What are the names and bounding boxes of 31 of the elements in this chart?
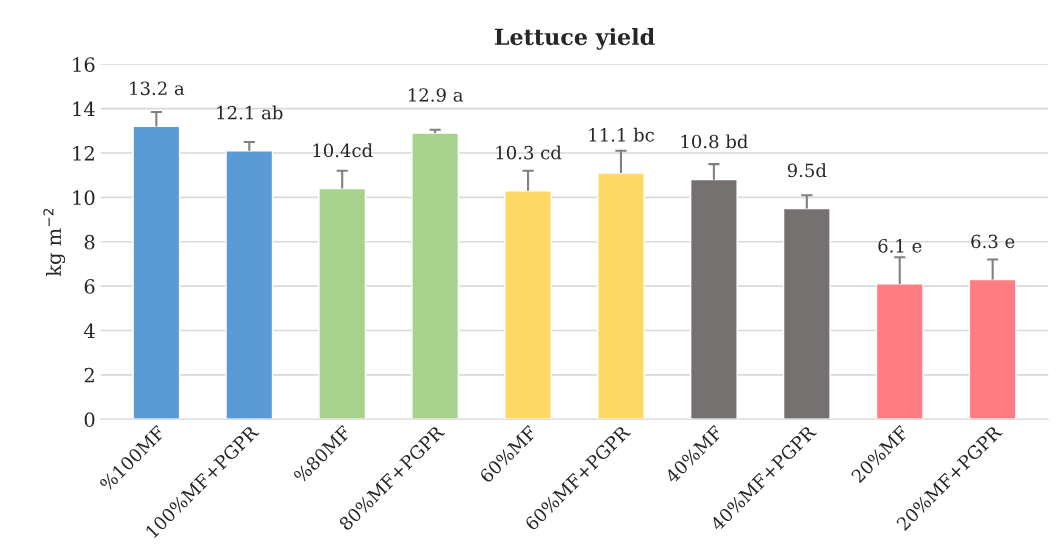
y-tick-label: 2	[84, 367, 94, 383]
chart-title: Lettuce yield	[494, 27, 655, 50]
data-label: 6.1 e	[878, 238, 922, 253]
y-axis-title: kg m$^{−2}$	[43, 208, 66, 277]
y-tick-label: 16	[73, 57, 95, 72]
y-tick-label: 14	[73, 101, 95, 117]
y-tick-label: 8	[84, 234, 95, 250]
data-label: 9.5d	[787, 163, 827, 178]
bar	[411, 132, 460, 420]
bar	[504, 190, 552, 420]
data-label: 12.9 a	[408, 88, 463, 102]
y-tick-label: 0	[84, 412, 95, 427]
bar	[875, 283, 924, 420]
data-label: 10.4cd	[313, 143, 373, 158]
bar	[318, 187, 367, 420]
y-tick-label: 4	[83, 323, 95, 338]
bar	[689, 178, 738, 420]
bar	[968, 278, 1017, 420]
y-tick-label: 10	[73, 190, 95, 206]
data-label: 10.8 bd	[681, 134, 748, 149]
data-label: 11.1 bc	[589, 127, 654, 142]
bar	[132, 125, 181, 420]
y-tick-label: 6	[84, 279, 95, 294]
bar	[225, 150, 274, 420]
data-label: 12.1 ab	[217, 105, 283, 120]
data-label: 13.2 a	[130, 81, 185, 96]
bar	[597, 172, 645, 420]
y-tick-label: 12	[73, 145, 94, 161]
data-label: 6.3 e	[971, 234, 1015, 249]
data-label: 10.3 cd	[496, 145, 562, 160]
bar	[782, 207, 831, 420]
